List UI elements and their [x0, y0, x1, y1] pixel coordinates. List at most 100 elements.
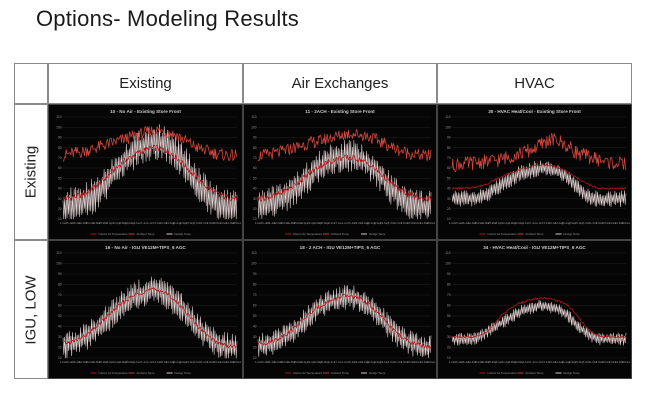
- x-tick-label: 4-Nov: [401, 221, 409, 225]
- y-tick-label: 70: [58, 156, 62, 160]
- x-tick-label: 15-Jan: [66, 221, 74, 225]
- x-tick-label: 3-Jun: [328, 221, 335, 225]
- x-tick-label: 17-Jun: [139, 360, 147, 364]
- x-tick-label: 15-Jul: [542, 360, 549, 364]
- chart-title: 30 - HVAC Heat/Cool - Existing Store Fro…: [488, 109, 581, 114]
- x-tick-label: 12-Aug: [555, 221, 564, 225]
- x-tick-label: 26-Aug: [367, 360, 376, 364]
- x-tick-label: 2-Dec: [220, 221, 228, 225]
- legend-label: Design Temp: [175, 371, 192, 375]
- x-tick-label: 26-Aug: [173, 360, 182, 364]
- y-tick-label: 20: [58, 346, 62, 350]
- y-tick-label: 20: [447, 207, 451, 211]
- column-header-existing: Existing: [48, 63, 243, 104]
- legend-label: Ambient Temp: [331, 232, 349, 236]
- x-tick-label: 23-Sep: [380, 221, 389, 225]
- y-tick-label: 110: [251, 115, 256, 119]
- x-tick-label: 1-Jul: [536, 221, 542, 225]
- x-tick-label: 1-Jan: [449, 221, 456, 225]
- x-tick-label: 30-Dec: [427, 360, 436, 364]
- x-tick-label: 29-Jan: [72, 360, 80, 364]
- series-interior: [451, 297, 627, 339]
- x-tick-label: 26-Feb: [86, 360, 95, 364]
- legend-label: Interior Air Temperature: [488, 232, 518, 236]
- legend-label: Interior Air Temperature: [99, 232, 129, 236]
- x-tick-label: 20-May: [320, 221, 329, 225]
- x-tick-label: 15-Jul: [542, 221, 549, 225]
- x-tick-label: 20-May: [515, 221, 524, 225]
- x-tick-label: 15-Jul: [153, 360, 160, 364]
- series-envelope: [451, 160, 627, 207]
- chart-panel-no-air-existing: 10 - No Air - Existing Store Front 10 20 30…: [48, 104, 243, 240]
- y-tick-label: 70: [58, 293, 62, 297]
- x-tick-label: 8-Apr: [301, 221, 307, 225]
- series-envelope: [62, 124, 238, 220]
- x-tick-label: 1-Jul: [147, 360, 153, 364]
- slide-title: Options- Modeling Results: [36, 6, 300, 31]
- x-tick-label: 6-May: [509, 221, 517, 225]
- x-tick-label: 8-Apr: [107, 360, 113, 364]
- x-tick-label: 29-Jan: [461, 221, 469, 225]
- chart-hvac-igu: 34 - HVAC Heat/Cool - IGU VE12M+TIPS_6 A…: [445, 245, 631, 375]
- x-tick-label: 2-Dec: [609, 360, 617, 364]
- y-tick-label: 60: [447, 166, 451, 170]
- x-tick-label: 8-Apr: [301, 360, 307, 364]
- x-tick-label: 25-Mar: [99, 360, 107, 364]
- x-tick-label: 15-Jan: [261, 221, 269, 225]
- y-tick-label: 110: [251, 251, 256, 255]
- y-tick-label: 10: [58, 217, 62, 221]
- x-tick-label: 7-Oct: [583, 360, 590, 364]
- x-tick-label: 26-Feb: [475, 221, 484, 225]
- y-tick-label: 50: [253, 314, 257, 318]
- x-tick-label: 30-Dec: [427, 221, 436, 225]
- y-tick-label: 110: [445, 251, 450, 255]
- x-tick-label: 1-Jul: [342, 360, 348, 364]
- series-interior: [452, 163, 627, 190]
- chart-title: 34 - HVAC Heat/Cool - IGU VE12M+TIPS_6 A…: [483, 245, 586, 250]
- x-tick-label: 1-Jul: [536, 360, 542, 364]
- x-tick-label: 21-Oct: [200, 360, 208, 364]
- y-tick-label: 80: [447, 146, 451, 150]
- x-tick-label: 21-Oct: [200, 221, 208, 225]
- x-tick-label: 15-Jul: [153, 221, 160, 225]
- series-envelope: [451, 299, 627, 346]
- x-tick-label: 30-Dec: [233, 360, 242, 364]
- x-tick-label: 3-Jun: [328, 360, 335, 364]
- x-tick-label: 17-Jun: [528, 360, 536, 364]
- y-tick-label: 90: [447, 136, 451, 140]
- x-tick-label: 23-Sep: [186, 360, 195, 364]
- x-tick-label: 11-Mar: [481, 360, 489, 364]
- legend-label: Ambient Temp: [526, 232, 544, 236]
- x-tick-label: 26-Aug: [562, 221, 571, 225]
- x-tick-label: 26-Aug: [562, 360, 571, 364]
- y-tick-label: 40: [253, 187, 257, 191]
- series-outdoor: [451, 132, 627, 173]
- x-tick-label: 15-Jan: [455, 360, 463, 364]
- y-tick-label: 60: [253, 166, 257, 170]
- x-tick-label: 16-Dec: [420, 360, 429, 364]
- chart-panel-2ach-igu: 18 - 2 ACH - IGU VE12M+TIPS_6 AGC 10 20 30 4…: [243, 240, 437, 379]
- x-tick-label: 25-Mar: [99, 221, 107, 225]
- x-tick-label: 17-Jun: [139, 221, 147, 225]
- legend-label: Design Temp: [369, 371, 386, 375]
- x-tick-label: 29-Jan: [267, 360, 275, 364]
- y-tick-label: 30: [58, 197, 62, 201]
- chart-2ach-igu: 18 - 2 ACH - IGU VE12M+TIPS_6 AGC 10 20 30 4…: [251, 245, 436, 375]
- x-tick-label: 17-Jun: [334, 360, 342, 364]
- x-tick-label: 22-Apr: [113, 221, 121, 225]
- legend-label: Interior Air Temperature: [488, 371, 518, 375]
- y-tick-label: 50: [58, 176, 62, 180]
- x-tick-label: 25-Mar: [488, 360, 496, 364]
- chart-panel-no-air-igu: 16 - No Air - IGU VE12M+TIPS_6 AGC 10 20 30…: [48, 240, 243, 379]
- y-tick-label: 100: [445, 125, 451, 129]
- column-header-hvac: HVAC: [437, 63, 632, 104]
- x-tick-label: 6-May: [120, 360, 128, 364]
- x-tick-label: 16-Dec: [226, 360, 235, 364]
- x-tick-label: 17-Jun: [528, 221, 536, 225]
- legend-label: Ambient Temp: [331, 371, 349, 375]
- y-tick-label: 50: [447, 176, 451, 180]
- x-tick-label: 3-Jun: [522, 221, 529, 225]
- series-interior: [62, 287, 238, 349]
- y-tick-label: 20: [447, 346, 451, 350]
- y-tick-label: 30: [58, 335, 62, 339]
